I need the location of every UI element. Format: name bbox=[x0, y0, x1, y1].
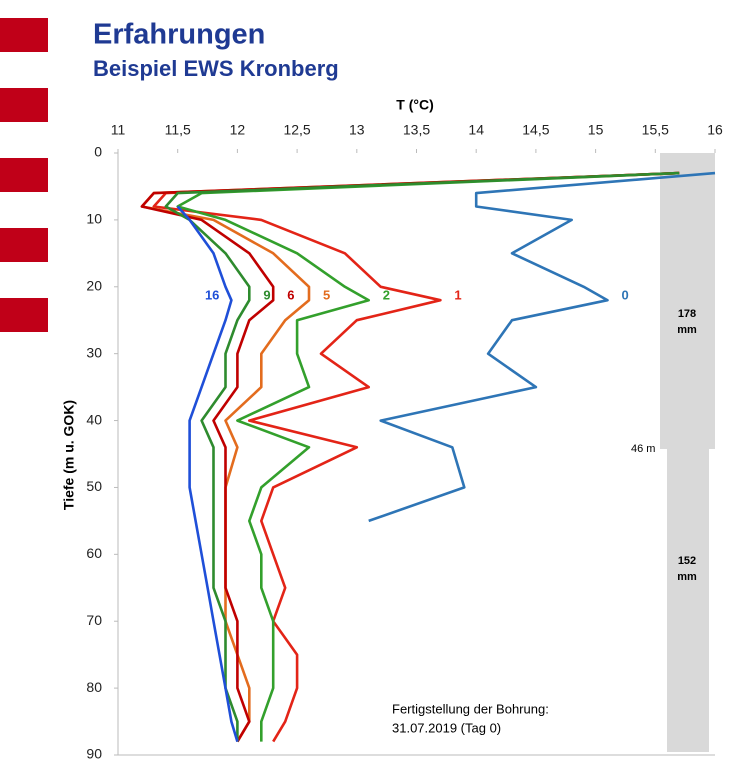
series-label: 9 bbox=[263, 288, 270, 303]
x-tick-label: 14 bbox=[468, 122, 484, 138]
y-tick-label: 50 bbox=[86, 478, 102, 494]
series-label: 1 bbox=[454, 288, 461, 303]
decoration bbox=[0, 18, 48, 332]
x-tick-label: 12,5 bbox=[283, 122, 310, 138]
title: Erfahrungen bbox=[93, 19, 265, 51]
red-block bbox=[0, 88, 48, 122]
y-tick-label: 90 bbox=[86, 746, 102, 762]
borehole-label: 178 bbox=[678, 308, 696, 320]
red-block bbox=[0, 228, 48, 262]
borehole-depth-label: 46 m bbox=[631, 443, 655, 455]
x-tick-label: 16 bbox=[707, 122, 723, 138]
y-tick-label: 10 bbox=[86, 211, 102, 227]
x-tick-label: 15,5 bbox=[642, 122, 669, 138]
series-label: 5 bbox=[323, 288, 330, 303]
borehole-lower bbox=[667, 449, 709, 752]
x-tick-label: 11,5 bbox=[165, 122, 191, 138]
x-tick-label: 12 bbox=[230, 122, 246, 138]
series-line bbox=[164, 171, 680, 742]
y-tick-label: 80 bbox=[86, 679, 102, 695]
x-tick-label: 11 bbox=[111, 122, 126, 138]
red-block bbox=[0, 298, 48, 332]
y-tick-label: 0 bbox=[94, 144, 102, 160]
series-label: 16 bbox=[205, 288, 219, 303]
series-label: 0 bbox=[622, 288, 629, 303]
series-line bbox=[176, 171, 680, 742]
x-axis-title: T (°C) bbox=[396, 97, 433, 113]
borehole-upper bbox=[660, 153, 715, 449]
red-block bbox=[0, 18, 48, 52]
series-line bbox=[176, 205, 239, 742]
x-tick-label: 13,5 bbox=[403, 122, 430, 138]
series-label: 2 bbox=[383, 288, 390, 303]
red-block bbox=[0, 158, 48, 192]
annotation: 31.07.2019 (Tag 0) bbox=[392, 720, 501, 735]
annotation: Fertigstellung der Bohrung: bbox=[392, 701, 549, 716]
y-tick-label: 60 bbox=[86, 545, 102, 561]
borehole-label: mm bbox=[677, 324, 697, 336]
borehole-label: mm bbox=[677, 571, 697, 583]
y-tick-label: 20 bbox=[86, 277, 102, 293]
series-line bbox=[140, 171, 680, 743]
x-tick-label: 13 bbox=[349, 122, 365, 138]
y-tick-label: 70 bbox=[86, 612, 102, 628]
y-tick-label: 40 bbox=[86, 411, 102, 427]
series-label: 6 bbox=[287, 288, 294, 303]
series-line bbox=[140, 171, 680, 743]
series-line bbox=[152, 171, 680, 743]
y-axis-title: Tiefe (m u. GOK) bbox=[61, 400, 77, 510]
borehole-label: 152 bbox=[678, 555, 696, 567]
y-tick-label: 30 bbox=[86, 344, 102, 360]
subtitle: Beispiel EWS Kronberg bbox=[93, 56, 339, 81]
x-tick-label: 14,5 bbox=[522, 122, 549, 138]
x-tick-label: 15 bbox=[588, 122, 604, 138]
series-line bbox=[368, 171, 716, 523]
